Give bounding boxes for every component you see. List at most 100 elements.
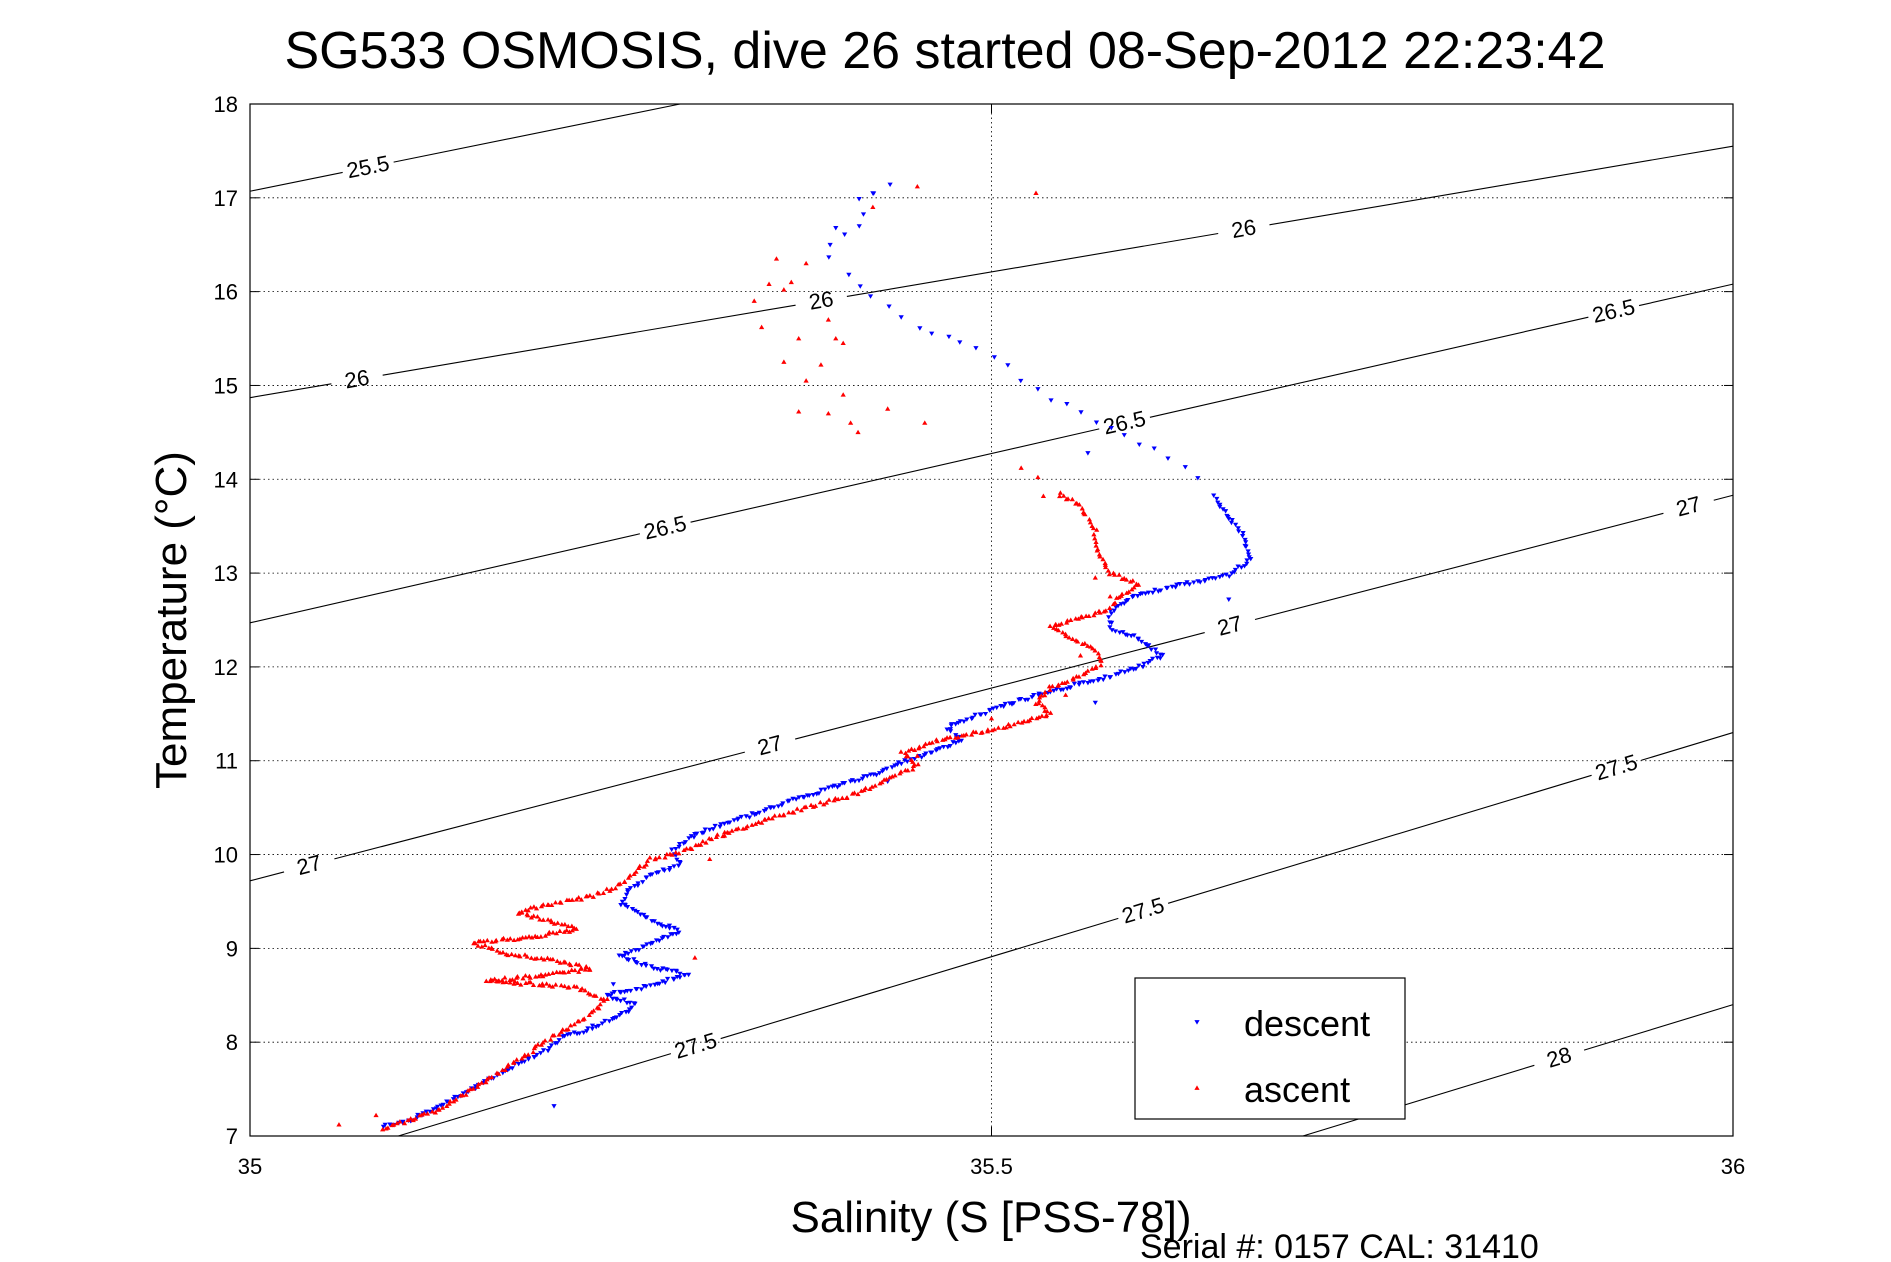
descent-point [1217,504,1223,510]
legend-box [1134,977,1406,1120]
descent-point [1125,668,1132,674]
ascent-point [991,726,997,732]
descent-point [633,987,639,992]
descent-point [861,774,867,779]
ascent-point [1107,593,1113,599]
descent-point [1244,558,1250,563]
descent-point [1228,520,1235,526]
descent-point [641,912,647,918]
ascent-point [405,1117,411,1123]
ascent-point [526,934,532,939]
descent-point [1217,574,1223,580]
descent-point [699,831,705,836]
ascent-point [755,819,762,825]
density-contour-line [398,1053,672,1137]
descent-point [1016,697,1022,702]
descent-point [677,842,683,847]
ascent-point [544,981,550,986]
ascent-point [823,800,830,805]
ascent-point [1076,674,1082,679]
ascent-point [803,378,809,383]
ascent-point [1057,493,1063,499]
descent-point [941,744,947,750]
ascent-point [955,734,961,740]
ascent-point [609,886,615,891]
ascent-point [479,1080,485,1085]
ascent-point [1042,704,1048,710]
ascent-point [1062,631,1069,637]
ascent-point [504,937,510,942]
descent-point [438,1103,444,1108]
ascent-point [522,952,528,957]
y-tick-label: 15 [214,373,238,398]
descent-point [826,785,832,790]
ascent-point [905,767,911,773]
descent-point [450,1097,457,1102]
y-tick-label: 10 [214,843,238,868]
ascent-point [1049,683,1056,689]
descent-point [1029,695,1035,700]
ascent-point [1051,625,1057,630]
descent-point [673,931,679,937]
descent-point [653,938,660,943]
ascent-point [633,869,639,874]
descent-point [1220,573,1226,578]
descent-point [1058,687,1064,693]
ascent-point [550,970,556,975]
ascent-point [502,1067,508,1072]
ascent-point [1053,621,1059,627]
series-ascent [336,183,1142,1132]
descent-point [644,915,650,920]
ascent-point [840,340,846,346]
descent-point [1191,580,1197,585]
descent-point [718,822,724,827]
ascent-point [591,1008,597,1013]
ascent-point [1079,506,1085,511]
descent-point [574,1031,580,1037]
ascent-point [915,761,921,767]
descent-point [1076,682,1082,688]
descent-point [1135,594,1141,599]
ascent-point [1116,572,1122,577]
ascent-point [781,359,787,364]
ascent-point [1116,594,1122,600]
descent-point [1118,669,1124,674]
descent-point [796,795,802,800]
descent-point [1022,697,1028,703]
ascent-point [394,1120,400,1126]
ascent-point [726,830,732,835]
descent-point [827,242,833,248]
ascent-point [1112,600,1118,605]
ascent-point [538,934,544,939]
descent-point [945,745,951,750]
ascent-point [565,1026,571,1032]
ascent-point [1070,636,1076,641]
ascent-point [514,980,521,985]
descent-point [624,904,631,910]
ascent-point [1119,576,1125,582]
ascent-point [565,985,571,990]
ascent-point [773,256,780,261]
descent-point [840,781,846,786]
ascent-point [1069,496,1075,502]
ascent-point [519,1056,525,1061]
descent-point [1137,591,1144,597]
descent-point [953,740,959,746]
ascent-point [511,937,517,943]
ascent-point [1110,570,1117,576]
descent-point [864,774,870,779]
ascent-point [803,260,809,266]
ascent-point [673,849,679,855]
descent-point [977,712,983,717]
descent-point [889,765,895,770]
descent-point [628,988,634,994]
ascent-point [571,1021,578,1027]
contour-label: 27 [294,850,324,880]
descent-point [987,708,993,713]
descent-point [1240,531,1246,536]
ascent-point [617,881,623,886]
descent-point [1124,633,1130,638]
ascent-point [898,769,904,774]
ascent-point [862,785,869,791]
descent-point [707,827,713,833]
